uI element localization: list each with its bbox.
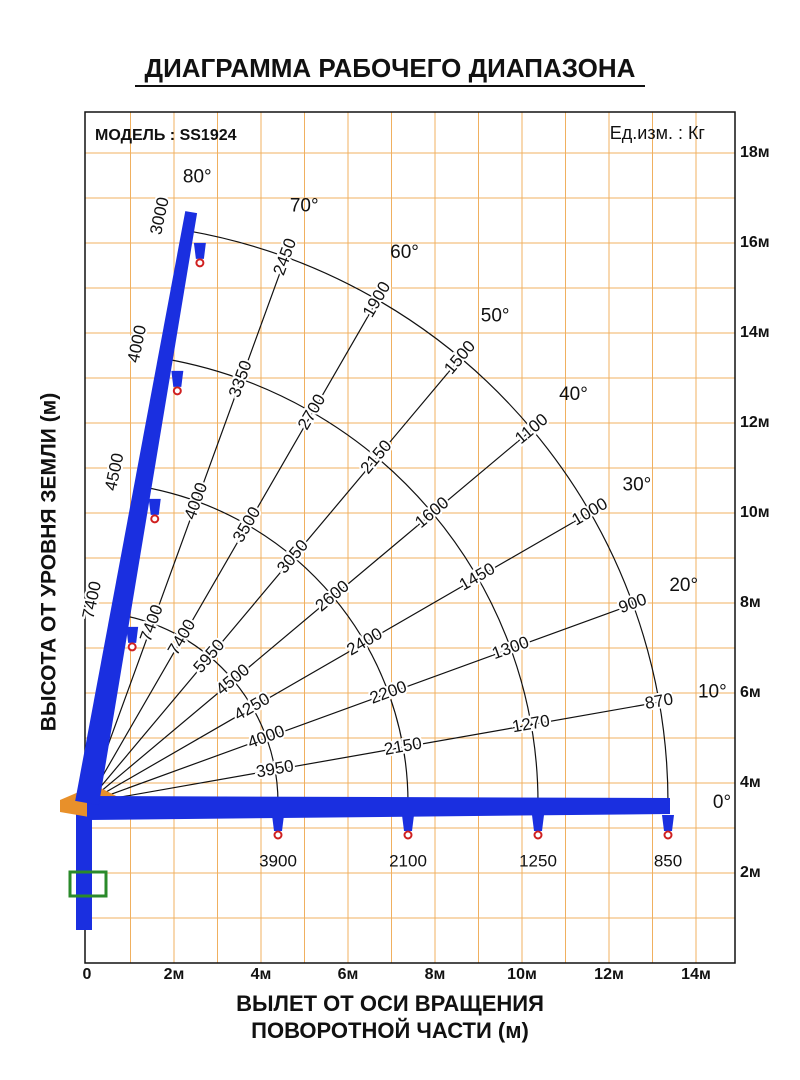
hook-ball <box>403 830 413 840</box>
y-tick-label: 10м <box>740 504 770 521</box>
hook-load: 2100 <box>389 851 427 870</box>
ray <box>86 429 533 804</box>
hook-ball <box>150 514 160 524</box>
ray <box>86 603 634 804</box>
y-tick-label: 4м <box>740 774 761 791</box>
load-label: 2600 <box>312 576 353 615</box>
hook-load: 1250 <box>519 851 557 870</box>
y-tick-label: 12м <box>740 414 770 431</box>
x-tick-label: 12м <box>594 966 624 983</box>
hook <box>126 626 139 643</box>
angle-label: 40° <box>559 384 588 405</box>
crane <box>60 211 674 930</box>
load-label: 1600 <box>411 493 452 532</box>
hook-ball <box>273 830 283 840</box>
load-label: 1270 <box>511 711 552 736</box>
units: Ед.изм. : Кг <box>610 123 706 143</box>
x-tick-label: 8м <box>425 966 446 983</box>
y-tick-label: 2м <box>740 864 761 881</box>
y-tick-label: 18м <box>740 144 770 161</box>
hook-ball <box>172 386 182 396</box>
x-tick-label: 10м <box>507 966 537 983</box>
load-label: 900 <box>616 590 649 618</box>
load-label: 1500 <box>440 337 479 378</box>
load-label: 4000 <box>245 721 287 752</box>
title: ДИАГРАММА РАБОЧЕГО ДИАПАЗОНА <box>145 53 636 83</box>
angle-label: 50° <box>481 306 510 327</box>
boom-load: 4500 <box>101 451 127 492</box>
ray <box>86 256 287 804</box>
load-label: 1450 <box>456 559 498 594</box>
hook <box>148 498 161 515</box>
load-label: 1300 <box>489 632 531 663</box>
y-tick-label: 6м <box>740 684 761 701</box>
load-label: 7400 <box>164 616 199 658</box>
boom-horizontal <box>87 796 670 820</box>
model: МОДЕЛЬ : SS1924 <box>95 127 237 144</box>
ray <box>86 299 379 804</box>
hook <box>532 815 544 831</box>
hook-ball <box>533 830 543 840</box>
hook <box>662 815 674 831</box>
boom-load: 7400 <box>79 579 105 620</box>
hook-ball <box>663 830 673 840</box>
x-tick-label: 6м <box>338 966 359 983</box>
x-tick-label: 0 <box>83 966 92 983</box>
angle-label: 70° <box>290 195 319 216</box>
angle-label: 60° <box>390 242 419 263</box>
ray <box>86 357 461 804</box>
y-tick-label: 8м <box>740 594 761 611</box>
load-label: 2450 <box>269 236 300 278</box>
load-label: 4250 <box>231 689 273 724</box>
hook <box>402 815 414 831</box>
load-label: 4000 <box>180 480 211 522</box>
y-tick-label: 14м <box>740 324 770 341</box>
load-label: 1000 <box>569 494 611 529</box>
ray <box>86 511 591 804</box>
ray <box>86 701 660 804</box>
angle-label: 20° <box>669 575 698 596</box>
load-label: 2700 <box>294 391 329 433</box>
base <box>68 870 108 898</box>
hook <box>193 242 206 259</box>
x-tick-label: 2м <box>164 966 185 983</box>
x-tick-label: 4м <box>251 966 272 983</box>
load-label: 870 <box>643 689 674 713</box>
angle-label: 80° <box>183 167 212 188</box>
load-label: 1900 <box>359 278 394 320</box>
angle-label: 10° <box>698 682 727 703</box>
load-label: 3350 <box>225 358 256 400</box>
load-label: 2150 <box>383 734 424 759</box>
boom-load: 3000 <box>146 195 172 236</box>
y-tick-label: 16м <box>740 234 770 251</box>
mast <box>76 810 92 930</box>
geometry <box>86 230 669 804</box>
hook-ball <box>127 642 137 652</box>
hook-load: 850 <box>654 851 682 870</box>
angle-label: 0° <box>713 792 731 813</box>
load-label: 2200 <box>367 677 409 708</box>
hook <box>272 815 284 831</box>
boom-raised <box>75 211 198 806</box>
load-label: 7400 <box>136 602 167 644</box>
hook-load: 3900 <box>259 851 297 870</box>
frame <box>84 111 736 964</box>
hook <box>171 370 184 387</box>
hook-ball <box>195 258 205 268</box>
angle-label: 30° <box>623 475 652 496</box>
load-label: 2400 <box>343 624 385 659</box>
boom-load: 4000 <box>124 323 150 364</box>
load-label: 3500 <box>229 503 264 545</box>
y-axis-title: ВЫСОТА ОТ УРОВНЯ ЗЕМЛИ (м) <box>38 393 61 731</box>
x-axis-title: ВЫЛЕТ ОТ ОСИ ВРАЩЕНИЯ <box>236 991 544 1016</box>
x-tick-label: 14м <box>681 966 711 983</box>
x-axis-title: ПОВОРОТНОЙ ЧАСТИ (м) <box>251 1018 529 1043</box>
